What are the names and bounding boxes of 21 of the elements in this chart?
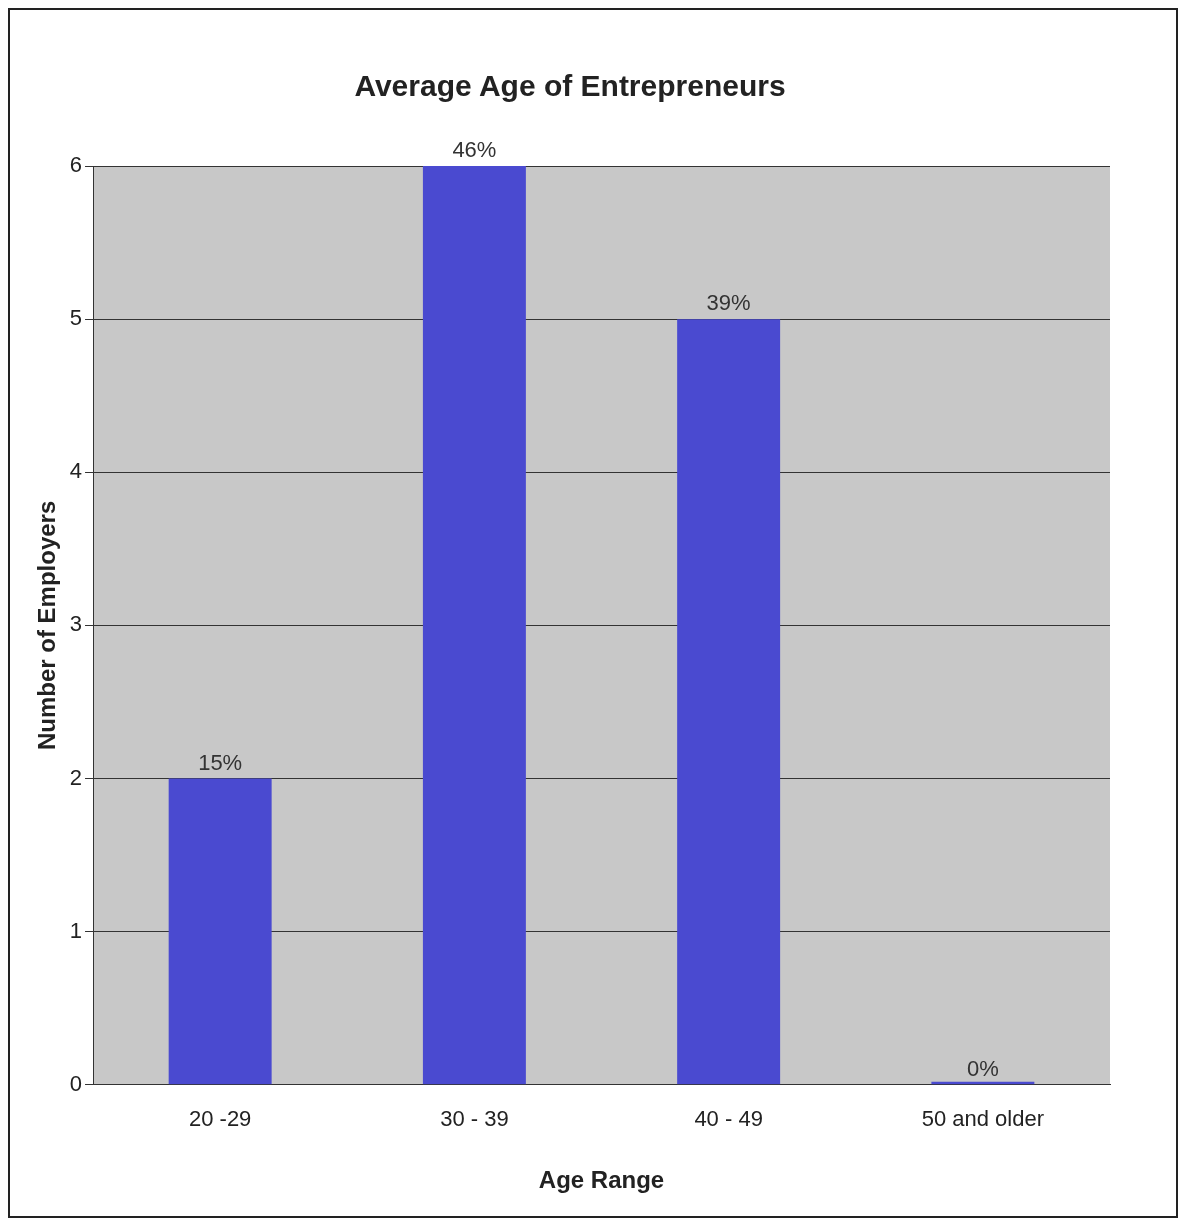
annotation: 46% [452,137,497,163]
y-axis-title: Number of Employers [33,500,61,751]
x-axis-title: Age Range [538,1166,665,1194]
x-tick-label: 30 - 39 [440,1106,509,1132]
y-tick-label: 0 [69,1070,83,1096]
chart-title: Average Age of Entrepreneurs [354,69,786,103]
y-tick-label: 6 [69,152,83,178]
annotation: 0% [966,1055,999,1081]
y-tick-label: 2 [69,764,83,790]
y-tick-label: 1 [69,917,83,943]
annotation: 15% [198,749,243,775]
y-tick-label: 5 [69,305,83,331]
bar [677,319,781,1085]
annotation: 39% [706,290,751,316]
x-tick-label: 20 -29 [188,1106,252,1132]
x-tick-label: 50 and older [921,1106,1045,1132]
bar [422,166,526,1085]
x-tick-label: 40 - 49 [694,1106,763,1132]
bar [168,778,272,1085]
y-tick-label: 4 [69,458,83,484]
y-tick-label: 3 [69,611,83,637]
